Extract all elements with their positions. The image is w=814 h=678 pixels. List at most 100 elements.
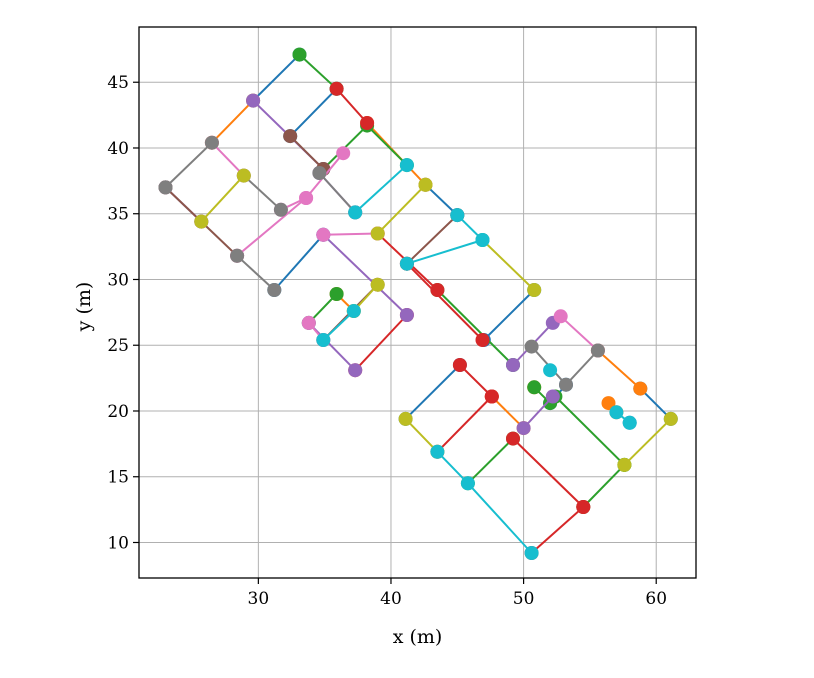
series-line [354,164,408,214]
x-tick-label: 60 [645,589,667,609]
series-line [243,174,282,211]
data-point [622,415,637,430]
data-point [450,208,465,223]
series-30 [506,431,591,514]
series-24 [329,81,375,130]
series-line [354,314,408,371]
series-38 [516,389,560,436]
data-point [348,363,363,378]
series-65 [543,363,558,378]
data-point [633,381,648,396]
data-point [348,205,363,220]
data-point [336,146,351,161]
x-axis-label: x (m) [393,626,443,648]
series-line [404,418,439,453]
x-tick-label: 50 [513,589,535,609]
series-line [483,289,535,341]
series-line [289,135,325,170]
series-line [459,364,493,398]
series-line [318,172,356,214]
data-point [527,380,542,395]
series-line [560,315,599,352]
data-point [283,129,298,144]
data-point [246,93,261,108]
series-53 [524,339,605,392]
data-point [609,405,624,420]
series-line [554,395,626,466]
data-point [506,431,520,446]
data-point [301,315,316,330]
series-line [406,214,458,265]
series-60 [348,158,414,220]
series-line [467,437,514,485]
data-point [617,457,632,472]
series-line [289,88,338,137]
series-layer [158,47,678,560]
y-tick-label: 15 [107,468,129,488]
data-point [158,180,173,195]
x-tick-label: 30 [248,589,270,609]
data-point [329,81,344,96]
series-line [623,418,672,466]
data-point [430,283,445,297]
y-tick-label: 30 [107,270,129,290]
series-line [436,395,493,453]
data-point [590,343,605,358]
series-line [522,395,554,429]
data-point [399,256,414,271]
data-point [299,191,314,205]
data-point [543,363,558,378]
data-point [460,476,475,491]
series-line [236,255,275,291]
data-point [370,226,385,241]
series-52 [230,248,282,297]
data-point [329,287,344,301]
series-line [436,289,514,366]
y-tick-label: 45 [107,73,129,93]
data-point [398,411,413,426]
data-point [194,214,209,229]
data-point [475,333,490,347]
series-line [424,184,458,216]
data-point [360,116,375,130]
series-line [491,395,525,429]
series-line [323,232,378,236]
data-point [346,304,361,318]
data-point [418,177,433,192]
data-point [230,248,245,263]
data-point [506,358,520,372]
grid-lines [139,27,696,578]
data-point [524,339,539,354]
data-point [399,158,414,173]
y-tick-label: 35 [107,205,129,225]
data-point [484,389,499,404]
data-point [316,227,331,242]
series-line [481,239,535,291]
data-point [524,546,539,560]
series-line [252,53,301,102]
series-64 [430,444,539,560]
data-point [601,396,616,411]
series-line [211,142,245,177]
series-19 [430,283,520,372]
series-line [639,387,672,420]
series-59 [617,411,678,472]
series-line [404,364,461,420]
data-point [663,411,678,426]
y-axis-label: y (m) [73,282,95,333]
data-point [576,500,591,514]
data-point [545,389,560,404]
series-line [164,141,213,189]
data-point [399,308,414,322]
data-point [236,168,251,183]
series-line [298,53,338,90]
y-tick-label: 40 [107,139,129,159]
plot-frame [138,26,697,579]
series-line [335,88,368,124]
data-point [273,202,288,217]
data-point [204,135,219,150]
series-line [597,349,641,390]
series-55 [370,177,433,241]
data-point [516,421,531,436]
data-point [475,233,490,247]
